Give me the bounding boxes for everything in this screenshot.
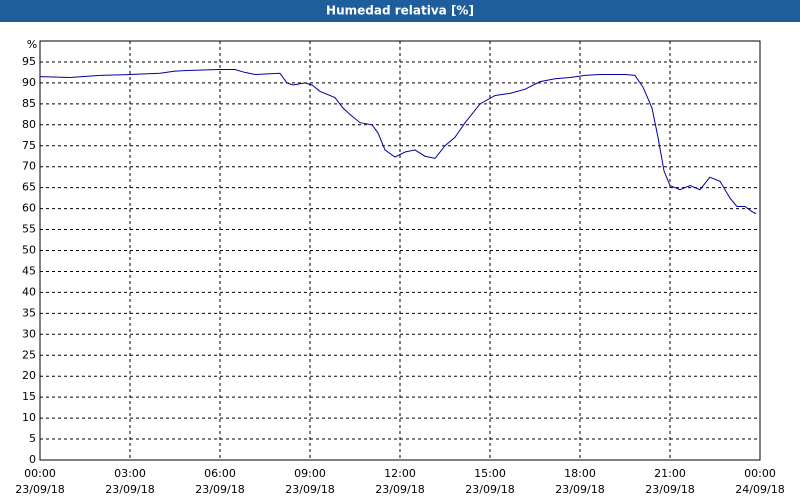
y-tick-label: 75 [22, 139, 36, 152]
x-tick-date: 23/09/18 [465, 483, 514, 496]
y-tick-label: 95 [22, 55, 36, 68]
x-tick-label: 12:00 [384, 467, 416, 480]
y-tick-label: 20 [22, 369, 36, 382]
x-tick-date: 23/09/18 [105, 483, 154, 496]
title-bar [0, 0, 800, 22]
x-tick-date: 23/09/18 [285, 483, 334, 496]
y-tick-label: 25 [22, 348, 36, 361]
data-line [39, 68, 757, 215]
y-unit: % [27, 38, 37, 51]
x-tick-label: 18:00 [564, 467, 596, 480]
chart-title: Humedad relativa [%] [326, 4, 474, 18]
x-tick-label: 09:00 [294, 467, 326, 480]
x-tick-date: 23/09/18 [645, 483, 694, 496]
plot-border [39, 40, 761, 461]
y-tick-label: 80 [22, 118, 36, 131]
y-tick-label: 10 [22, 411, 36, 424]
y-tick-label: 90 [22, 76, 36, 89]
x-tick-label: 21:00 [654, 467, 686, 480]
y-tick-label: 70 [22, 160, 36, 173]
x-tick-label: 03:00 [114, 467, 146, 480]
y-tick-label: 30 [22, 327, 36, 340]
x-tick-label: 00:00 [24, 467, 56, 480]
y-tick-label: 5 [29, 432, 36, 445]
x-tick-date: 24/09/18 [735, 483, 784, 496]
y-tick-label: 0 [29, 453, 36, 466]
x-tick-label: 00:00 [744, 467, 776, 480]
x-tick-label: 06:00 [204, 467, 236, 480]
x-tick-date: 23/09/18 [195, 483, 244, 496]
x-tick-label: 15:00 [474, 467, 506, 480]
y-tick-label: 50 [22, 244, 36, 257]
y-tick-label: 45 [22, 264, 36, 277]
y-tick-label: 15 [22, 390, 36, 403]
y-tick-label: 85 [22, 97, 36, 110]
y-tick-label: 55 [22, 223, 36, 236]
y-tick-label: 35 [22, 306, 36, 319]
y-tick-label: 65 [22, 181, 36, 194]
y-tick-label: 40 [22, 285, 36, 298]
x-tick-date: 23/09/18 [555, 483, 604, 496]
x-tick-date: 23/09/18 [375, 483, 424, 496]
y-tick-label: 60 [22, 202, 36, 215]
x-tick-date: 23/09/18 [15, 483, 64, 496]
